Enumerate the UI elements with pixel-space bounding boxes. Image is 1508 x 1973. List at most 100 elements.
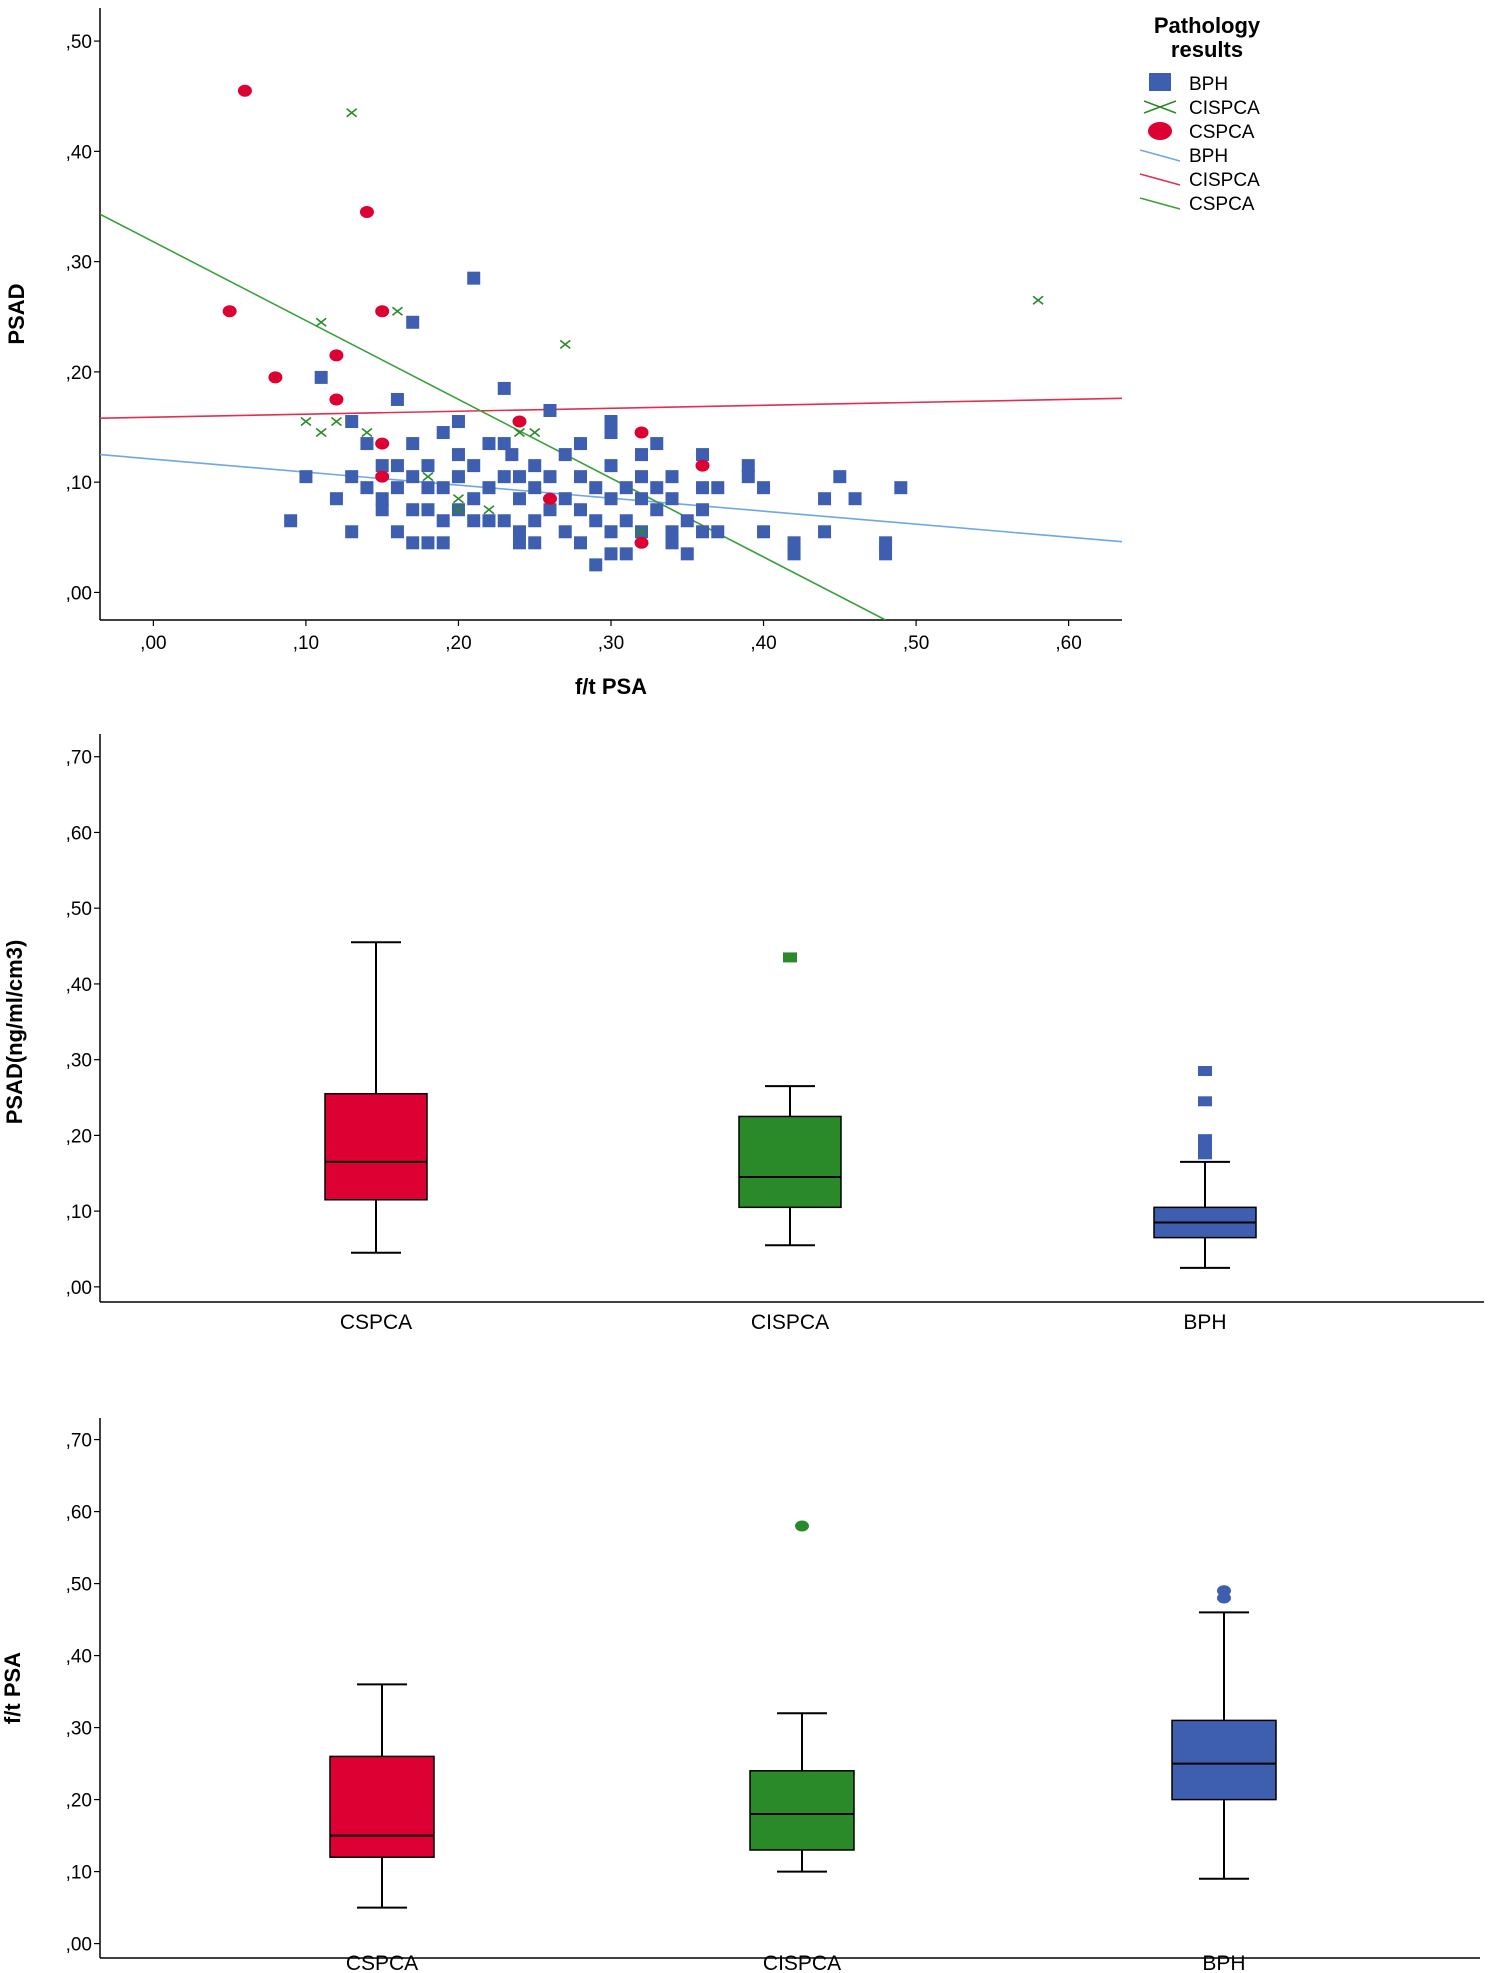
cross-stroke: [330, 416, 342, 427]
legend-title: results: [1171, 37, 1243, 62]
point-bph: [589, 514, 603, 528]
y-tick-label: ,50: [66, 899, 92, 920]
x-tick-label: ,60: [1055, 633, 1081, 654]
point-bph: [436, 481, 450, 495]
point-bph: [390, 525, 404, 539]
point-bph: [406, 437, 420, 451]
category-label: CISPCA: [751, 1311, 829, 1334]
point-cspca: [359, 206, 374, 218]
y-tick-label: ,60: [66, 1503, 92, 1524]
point-bph: [680, 547, 694, 561]
point-bph: [573, 536, 587, 550]
point-cispca: [330, 416, 342, 427]
point-bph: [345, 415, 359, 429]
point-bph: [604, 525, 618, 539]
cross-stroke: [559, 339, 571, 349]
point-cspca: [237, 84, 252, 97]
point-cspca: [329, 349, 344, 362]
point-bph: [497, 470, 511, 484]
point-bph: [558, 492, 572, 506]
point-bph: [497, 437, 511, 451]
point-bph: [696, 448, 710, 462]
cross-stroke: [1032, 295, 1044, 305]
point-bph: [329, 492, 343, 506]
point-bph: [619, 481, 633, 495]
point-cispca: [315, 427, 327, 438]
point-bph: [512, 470, 526, 484]
point-cspca: [634, 426, 649, 439]
point-cispca: [346, 108, 358, 118]
y-tick-label: ,20: [66, 1126, 92, 1147]
point-cspca: [375, 470, 390, 483]
point-bph: [665, 536, 679, 550]
y-tick-label: ,00: [66, 1935, 92, 1956]
point-bph: [512, 536, 526, 550]
y-tick-label: ,10: [66, 1863, 92, 1884]
y-tick-label: ,10: [66, 1202, 92, 1223]
scatter-panel: ,00 ,10 ,20 ,30 ,40 ,50 ,00 ,10 ,20 ,30 ,40 ,50 ,60 f…: [4, 8, 1261, 699]
x-tick-label: ,40: [750, 633, 776, 654]
point-bph: [711, 481, 725, 495]
legend-label: CSPCA: [1189, 122, 1255, 143]
y-tick-label: ,20: [66, 363, 92, 384]
point-bph: [635, 492, 649, 506]
point-cspca: [512, 415, 527, 428]
point-bph: [421, 459, 435, 473]
y-tick-label: ,30: [66, 1051, 92, 1072]
point-bph: [650, 437, 664, 451]
cross-stroke: [529, 427, 541, 438]
point-cispca: [529, 427, 541, 438]
point-bph: [558, 448, 572, 462]
outlier-marker: [795, 1520, 809, 1532]
point-bph: [589, 481, 603, 495]
point-bph: [390, 459, 404, 473]
point-bph: [635, 470, 649, 484]
category-label: BPH: [1202, 1952, 1245, 1973]
y-tick-label: ,70: [66, 748, 92, 769]
x-tick-label: ,20: [445, 633, 471, 654]
legend-label: BPH: [1189, 146, 1228, 167]
box-cispca: [738, 952, 842, 1247]
y-axis-title: PSAD(ng/ml/cm3): [2, 940, 27, 1125]
point-bph: [573, 470, 587, 484]
point-cispca: [513, 427, 525, 438]
box-bph: [1171, 1585, 1277, 1880]
box-cspca: [324, 941, 428, 1254]
legend-swatch-line: [1139, 173, 1181, 186]
point-bph: [436, 514, 450, 528]
point-bph: [467, 492, 481, 506]
point-bph: [848, 492, 862, 506]
y-tick-label: ,40: [66, 1647, 92, 1668]
point-bph: [451, 470, 465, 484]
cross-stroke: [452, 505, 464, 515]
y-tick-label: ,30: [66, 253, 92, 274]
point-bph: [757, 481, 771, 495]
category-label: BPH: [1183, 1311, 1226, 1334]
point-bph: [505, 448, 519, 462]
point-bph: [894, 481, 908, 495]
point-bph: [375, 503, 389, 517]
point-bph: [604, 459, 618, 473]
point-cispca: [422, 472, 434, 482]
point-bph: [406, 470, 420, 484]
point-bph: [650, 503, 664, 517]
legend-swatch-cross: [1143, 100, 1177, 114]
cross-stroke: [422, 472, 434, 482]
point-bph: [879, 536, 893, 550]
point-bph: [421, 481, 435, 495]
point-cispca: [559, 339, 571, 349]
point-bph: [665, 470, 679, 484]
box-bph: [1153, 1066, 1257, 1269]
point-bph: [528, 481, 542, 495]
point-bph: [345, 470, 359, 484]
x-tick-label: ,50: [903, 633, 929, 654]
point-bph: [421, 536, 435, 550]
cross-stroke: [513, 427, 525, 438]
point-bph: [284, 514, 298, 528]
cross-stroke: [636, 527, 648, 537]
point-bph: [696, 525, 710, 539]
point-bph: [818, 492, 832, 506]
point-bph: [543, 503, 557, 517]
